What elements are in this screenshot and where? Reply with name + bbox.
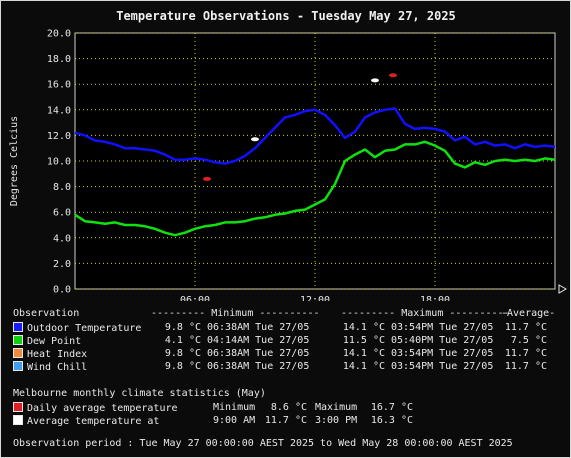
average-value: 11.7 °C bbox=[504, 361, 547, 372]
climate-a-value: 8.6 °C bbox=[270, 402, 307, 413]
min-time: 06:38AM Tue 27/05 bbox=[207, 322, 310, 333]
max-time: 03:54PM Tue 27/05 bbox=[391, 361, 494, 372]
average-value: 7.5 °C bbox=[510, 335, 547, 346]
min-value: 4.1 °C bbox=[164, 335, 201, 346]
legend-swatch bbox=[13, 415, 23, 425]
axis-ticks: 0.0 2.0 4.0 6.0 8.0 10.0 12.0 14.0 16.0 18.0 20.0 0… bbox=[47, 29, 450, 302]
y-tick-label: 6.0 bbox=[53, 208, 71, 219]
climate-b-label: 3:00 PM bbox=[315, 415, 358, 426]
min-time: 04:14AM Tue 27/05 bbox=[207, 335, 310, 346]
legend-swatch bbox=[13, 361, 23, 371]
max-value: 11.5 °C bbox=[342, 335, 385, 346]
max-time: 03:54PM Tue 27/05 bbox=[391, 322, 494, 333]
x-tick-label: 12:00 bbox=[300, 295, 330, 301]
y-tick-label: 0.0 bbox=[53, 285, 71, 296]
table-header: Observation --------- Minimum ----------… bbox=[13, 308, 555, 380]
y-tick-label: 18.0 bbox=[47, 54, 71, 65]
y-tick-label: 8.0 bbox=[53, 182, 71, 193]
chart-title: Temperature Observations - Tuesday May 2… bbox=[116, 9, 456, 23]
climate-a-label: 9:00 AM bbox=[213, 415, 256, 426]
y-tick-label: 2.0 bbox=[53, 259, 71, 270]
average-value: 11.7 °C bbox=[504, 322, 547, 333]
y-tick-label: 14.0 bbox=[47, 105, 71, 116]
header-minimum: --------- Minimum ---------- bbox=[151, 308, 320, 319]
climate-label: Average temperature at bbox=[13, 415, 159, 428]
x-tick-label: 06:00 bbox=[180, 295, 210, 301]
x-tick-label: 18:00 bbox=[420, 295, 450, 301]
observation-period: Observation period : Tue May 27 00:00:00… bbox=[13, 438, 513, 449]
average-value: 11.7 °C bbox=[504, 348, 547, 359]
header-observation: Observation bbox=[13, 308, 80, 319]
row-label: Dew Point bbox=[13, 335, 81, 348]
climate-a-label: Minimum bbox=[213, 402, 256, 413]
row-label-text: Dew Point bbox=[27, 336, 82, 347]
temperature-chart: Temperature Observations - Tuesday May 2… bbox=[9, 9, 568, 302]
row-label: Outdoor Temperature bbox=[13, 322, 141, 335]
series-line-1 bbox=[74, 140, 556, 237]
climate-marker-1 bbox=[251, 137, 259, 142]
y-tick-label: 12.0 bbox=[47, 131, 71, 142]
row-label: Heat Index bbox=[13, 348, 87, 361]
climate-label-text: Average temperature at bbox=[27, 416, 160, 427]
legend-swatch bbox=[13, 402, 23, 412]
climate-b-label: Maximum bbox=[315, 402, 358, 413]
y-tick-label: 16.0 bbox=[47, 80, 71, 91]
series-lines bbox=[74, 107, 556, 237]
climate-label-text: Daily average temperature bbox=[27, 403, 178, 414]
legend-swatch bbox=[13, 322, 23, 332]
min-value: 9.8 °C bbox=[164, 348, 201, 359]
max-value: 14.1 °C bbox=[342, 361, 385, 372]
climate-markers bbox=[203, 73, 397, 181]
climate-a-value: 11.7 °C bbox=[264, 415, 307, 426]
grid bbox=[75, 32, 555, 290]
max-time: 05:40PM Tue 27/05 bbox=[391, 335, 494, 346]
max-value: 14.1 °C bbox=[342, 322, 385, 333]
climate-label: Daily average temperature bbox=[13, 402, 178, 415]
max-time: 03:54PM Tue 27/05 bbox=[391, 348, 494, 359]
row-label-text: Heat Index bbox=[27, 349, 88, 360]
min-time: 06:38AM Tue 27/05 bbox=[207, 348, 310, 359]
row-label-text: Wind Chill bbox=[27, 362, 88, 373]
max-value: 14.1 °C bbox=[342, 348, 385, 359]
min-time: 06:38AM Tue 27/05 bbox=[207, 361, 310, 372]
x-axis-arrow-icon bbox=[558, 284, 568, 294]
series-line-0 bbox=[74, 107, 556, 165]
climate-b-value: 16.3 °C bbox=[370, 415, 413, 426]
climate-marker-0 bbox=[389, 73, 397, 78]
climate-marker-1 bbox=[371, 78, 379, 83]
y-axis-label: Degrees Celcius bbox=[9, 116, 20, 206]
row-label: Wind Chill bbox=[13, 361, 87, 374]
y-tick-label: 20.0 bbox=[47, 29, 71, 40]
header-average: -Average- bbox=[501, 308, 556, 319]
climate-heading: Melbourne monthly climate statistics (Ma… bbox=[13, 388, 266, 399]
climate-marker-0 bbox=[203, 176, 211, 181]
row-label-text: Outdoor Temperature bbox=[27, 323, 142, 334]
y-tick-label: 4.0 bbox=[53, 233, 71, 244]
legend-swatch bbox=[13, 335, 23, 345]
legend-swatch bbox=[13, 348, 23, 358]
header-maximum: --------- Maximum ---------- bbox=[341, 308, 510, 319]
climate-b-value: 16.7 °C bbox=[370, 402, 413, 413]
y-tick-label: 10.0 bbox=[47, 157, 71, 168]
min-value: 9.8 °C bbox=[164, 322, 201, 333]
min-value: 9.8 °C bbox=[164, 361, 201, 372]
